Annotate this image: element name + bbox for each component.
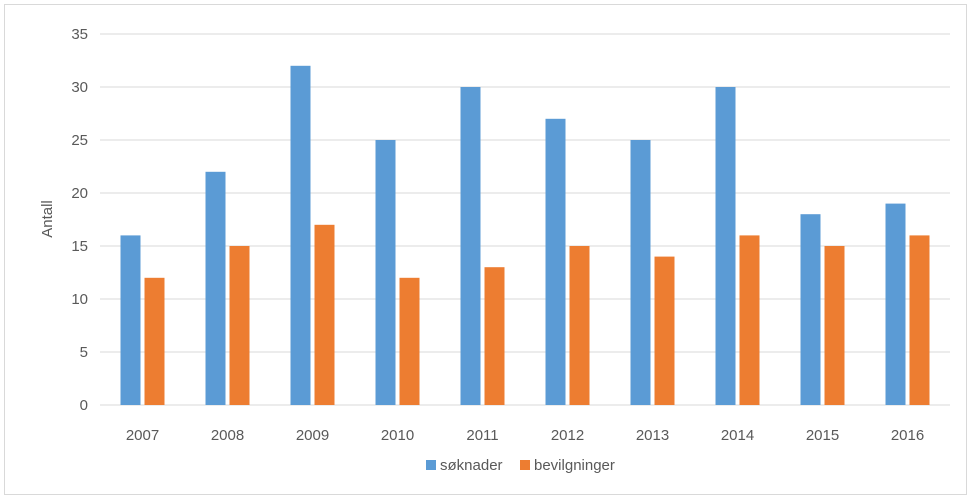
- x-tick-label: 2010: [381, 427, 414, 444]
- bar-bevilgninger-2014: [739, 235, 760, 405]
- legend: søknader bevilgninger: [426, 457, 615, 474]
- bar-søknader-2010: [375, 140, 396, 405]
- y-tick-label: 0: [80, 397, 88, 414]
- bar-bevilgninger-2010: [399, 277, 420, 405]
- y-tick-label: 15: [71, 238, 88, 255]
- bar-søknader-2008: [205, 171, 226, 405]
- bar-søknader-2015: [800, 214, 821, 405]
- legend-label: søknader: [440, 457, 503, 474]
- x-tick-label: 2007: [126, 427, 159, 444]
- x-tick-label: 2012: [551, 427, 584, 444]
- y-tick-label: 30: [71, 79, 88, 96]
- gridlines: [100, 33, 950, 406]
- bar-søknader-2013: [630, 140, 651, 405]
- x-tick-label: 2014: [721, 427, 754, 444]
- x-tick-label: 2016: [891, 427, 924, 444]
- y-tick-label: 10: [71, 291, 88, 308]
- x-tick-label: 2009: [296, 427, 329, 444]
- bar-bevilgninger-2011: [484, 267, 505, 405]
- bar-søknader-2007: [120, 235, 141, 405]
- x-tick-label: 2015: [806, 427, 839, 444]
- bar-søknader-2009: [290, 65, 311, 406]
- bar-søknader-2016: [885, 203, 906, 405]
- y-axis-ticks: 0 5 10 15 20 25 30 35: [71, 26, 88, 414]
- x-tick-label: 2013: [636, 427, 669, 444]
- y-tick-label: 25: [71, 132, 88, 149]
- bar-bevilgninger-2008: [229, 246, 250, 405]
- bar-bevilgninger-2007: [144, 277, 165, 405]
- x-axis-ticks: 2007 2008 2009 2010 2011 2012 2013 2014 2015 2016: [126, 427, 924, 444]
- bar-søknader-2011: [460, 87, 481, 405]
- bar-bevilgninger-2013: [654, 256, 675, 405]
- y-tick-label: 20: [71, 185, 88, 202]
- x-tick-label: 2008: [211, 427, 244, 444]
- legend-label: bevilgninger: [534, 457, 615, 474]
- y-tick-label: 5: [80, 344, 88, 361]
- bar-søknader-2014: [715, 87, 736, 405]
- legend-swatch: [426, 460, 436, 470]
- bar-bevilgninger-2015: [824, 246, 845, 405]
- bar-bevilgninger-2016: [909, 235, 930, 405]
- x-tick-label: 2011: [466, 427, 498, 444]
- bar-bevilgninger-2012: [569, 246, 590, 405]
- legend-swatch: [520, 460, 530, 470]
- bars: [120, 65, 930, 406]
- y-tick-label: 35: [71, 26, 88, 43]
- bar-søknader-2012: [545, 118, 566, 406]
- bar-bevilgninger-2009: [314, 224, 335, 405]
- y-axis-label: Antall: [39, 200, 56, 238]
